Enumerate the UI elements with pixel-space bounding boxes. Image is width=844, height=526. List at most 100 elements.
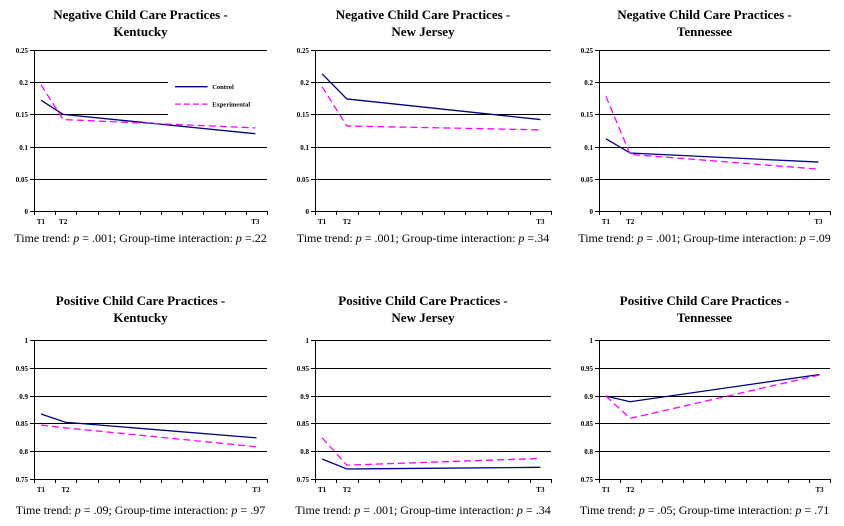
y-tick-label: 0.25: [16, 47, 29, 55]
annotation-text: = .001; Group-time interaction:: [643, 231, 800, 245]
y-tick-label: 0.95: [581, 365, 594, 373]
y-tick-label: 0.9: [584, 393, 593, 401]
p-value-annotation: Time trend: p = .001; Group-time interac…: [295, 503, 550, 518]
y-tick-label: 1: [25, 337, 29, 345]
gridlines: 0.25 0.2 0.15 0.1 0.05 0: [581, 47, 830, 216]
plot-negative-kentucky: 0.25 0.2 0.15 0.1 0.05 0 T1 T2 T3 Control Experime…: [16, 47, 281, 226]
p-value-annotation: Time trend: p = .001; Group-time interac…: [578, 231, 830, 246]
y-tick-label: 0.15: [297, 111, 310, 119]
y-tick-label: 0.1: [300, 144, 309, 152]
p-symbol: p: [518, 231, 525, 245]
y-tick-label: 1: [590, 337, 594, 345]
y-tick-label: 0.8: [584, 448, 593, 456]
series-line-experimental: [605, 96, 819, 170]
annotation-text: =.22: [241, 231, 267, 245]
chart-title-line1: Positive Child Care Practices -: [338, 293, 508, 308]
chart-title: Negative Child Care Practices - Tennesse…: [617, 6, 791, 40]
y-tick-label: 0.1: [19, 144, 28, 152]
p-symbol: p: [516, 503, 523, 517]
legend-label: Experimental: [212, 102, 250, 109]
p-symbol: p: [231, 503, 238, 517]
y-tick-label: 0.1: [584, 144, 593, 152]
p-symbol: p: [355, 231, 362, 245]
chart-title: Positive Child Care Practices - Tennesse…: [620, 292, 789, 326]
p-symbol: p: [637, 231, 644, 245]
chart-title-line1: Negative Child Care Practices -: [53, 7, 228, 22]
chart-title-line2: Tennessee: [676, 310, 733, 325]
series-line-control: [605, 138, 819, 163]
x-axis-ticks: [34, 479, 268, 483]
chart-title: Positive Child Care Practices - New Jers…: [338, 292, 507, 326]
x-tick-label: T1: [602, 218, 611, 226]
plot-positive-kentucky: 1 0.95 0.9 0.85 0.8 0.75 T1 T2 T3: [16, 337, 268, 494]
x-tick-label: T2: [61, 486, 70, 494]
p-value-annotation: Time trend: p = .001; Group-time interac…: [297, 231, 549, 246]
chart-title-line2: New Jersey: [391, 310, 455, 325]
p-symbol: p: [638, 503, 645, 517]
annotation-text: = .34: [522, 503, 551, 517]
p-symbol: p: [354, 503, 361, 517]
chart-title-line2: Kentucky: [113, 310, 168, 325]
chart-title: Negative Child Care Practices - Kentucky: [53, 6, 227, 40]
annotation-text: Time trend:: [578, 231, 638, 245]
annotation-text: = .05; Group-time interaction:: [644, 503, 796, 517]
legend-label: Control: [212, 84, 234, 91]
chart-negative-kentucky: Negative Child Care Practices - Kentucky…: [0, 2, 281, 260]
annotation-text: = .001; Group-time interaction:: [79, 231, 236, 245]
plot-negative-tennessee: 0.25 0.2 0.15 0.1 0.05 0 T1 T2 T3: [581, 47, 831, 226]
x-tick-label: T2: [626, 486, 635, 494]
gridlines: 1 0.95 0.9 0.85 0.8 0.75: [297, 337, 551, 484]
p-value-annotation: Time trend: p = .09; Group-time interact…: [16, 503, 265, 518]
y-tick-label: 0.2: [584, 79, 593, 87]
y-tick-label: 0.8: [300, 448, 309, 456]
y-tick-label: 0.25: [297, 47, 310, 55]
x-axis-ticks: [599, 479, 831, 483]
y-tick-label: 0: [590, 208, 594, 216]
x-tick-label: T3: [816, 486, 825, 494]
series-line-experimental: [321, 86, 541, 131]
y-tick-label: 0: [306, 208, 310, 216]
chart-title: Positive Child Care Practices - Kentucky: [56, 292, 225, 326]
chart-positive-tennessee: Positive Child Care Practices - Tennesse…: [565, 288, 844, 524]
x-tick-label: T3: [814, 218, 823, 226]
x-tick-label: T3: [251, 218, 260, 226]
series-line-control: [40, 99, 256, 135]
chart-positive-new-jersey: Positive Child Care Practices - New Jers…: [281, 288, 565, 524]
chart-title-line1: Negative Child Care Practices -: [617, 7, 792, 22]
series-line-control: [321, 458, 541, 470]
x-tick-label: T3: [536, 486, 545, 494]
annotation-text: = .001; Group-time interaction:: [360, 503, 517, 517]
plot-positive-new-jersey: 1 0.95 0.9 0.85 0.8 0.75 T1 T2 T3: [297, 337, 552, 494]
chart-negative-new-jersey: Negative Child Care Practices - New Jers…: [281, 2, 565, 260]
series-line-control: [605, 373, 820, 403]
legend: Control Experimental: [167, 77, 281, 117]
y-tick-label: 0.05: [297, 176, 310, 184]
y-tick-label: 0.05: [16, 176, 29, 184]
annotation-text: Time trend:: [295, 503, 355, 517]
x-tick-label: T1: [37, 218, 46, 226]
x-tick-label: T1: [318, 218, 327, 226]
series-line-experimental: [40, 84, 256, 129]
annotation-text: = .97: [237, 503, 266, 517]
p-symbol: p: [73, 231, 80, 245]
x-tick-label: T2: [59, 218, 68, 226]
x-tick-label: T1: [602, 486, 611, 494]
y-tick-label: 0.15: [16, 111, 29, 119]
chart-title-line2: Kentucky: [113, 24, 168, 39]
chart-title-line1: Positive Child Care Practices -: [619, 293, 790, 308]
chart-title-line1: Negative Child Care Practices -: [335, 7, 511, 22]
x-tick-label: T2: [343, 218, 352, 226]
y-tick-label: 0.2: [300, 79, 309, 87]
annotation-text: Time trend:: [296, 231, 356, 245]
y-tick-label: 0.9: [300, 393, 309, 401]
y-tick-label: 0.75: [297, 476, 310, 484]
y-tick-label: 0.8: [19, 448, 28, 456]
annotation-text: Time trend:: [579, 503, 639, 517]
annotation-text: = .001; Group-time interaction:: [361, 231, 519, 245]
p-symbol: p: [799, 231, 806, 245]
x-tick-label: T1: [318, 486, 327, 494]
p-symbol: p: [235, 231, 242, 245]
series-line-experimental: [40, 424, 257, 448]
p-value-annotation: Time trend: p = .001; Group-time interac…: [14, 231, 266, 246]
plot-negative-new-jersey: 0.25 0.2 0.15 0.1 0.05 0 T1 T2 T3: [297, 47, 552, 226]
